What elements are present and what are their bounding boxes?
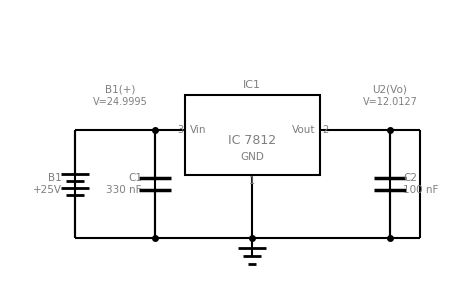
Text: B1(+): B1(+) bbox=[105, 85, 135, 95]
Text: Vin: Vin bbox=[190, 125, 207, 135]
Text: C2: C2 bbox=[403, 173, 417, 183]
Text: 330 nF: 330 nF bbox=[107, 185, 142, 195]
Text: 100 nF: 100 nF bbox=[403, 185, 438, 195]
Bar bbox=[185, 95, 320, 175]
Text: IC1: IC1 bbox=[243, 80, 261, 90]
Text: U2(Vo): U2(Vo) bbox=[373, 85, 408, 95]
Text: 2: 2 bbox=[322, 125, 328, 135]
Text: V=12.0127: V=12.0127 bbox=[363, 97, 418, 107]
Text: Vout: Vout bbox=[292, 125, 315, 135]
Text: 3: 3 bbox=[177, 125, 183, 135]
Text: B1: B1 bbox=[48, 173, 62, 183]
Text: +25V: +25V bbox=[33, 185, 62, 195]
Text: V=24.9995: V=24.9995 bbox=[92, 97, 147, 107]
Text: IC 7812: IC 7812 bbox=[228, 134, 276, 147]
Text: C1: C1 bbox=[128, 173, 142, 183]
Text: 1: 1 bbox=[249, 176, 255, 186]
Text: GND: GND bbox=[240, 152, 264, 162]
